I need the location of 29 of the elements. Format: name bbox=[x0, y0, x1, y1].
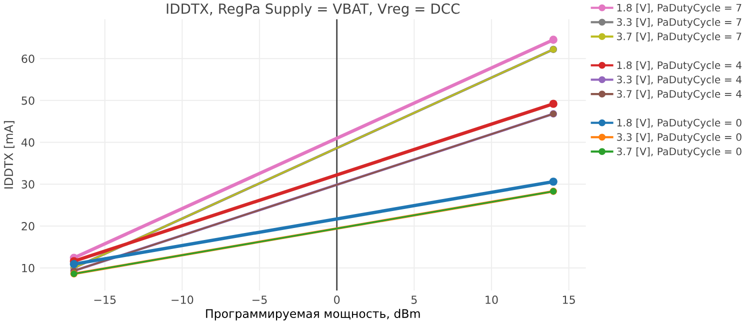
y-tick-label: 50 bbox=[22, 96, 34, 105]
chart-title: IDDTX, RegPa Supply = VBAT, Vreg = DCC bbox=[166, 3, 460, 17]
x-tick-label: 10 bbox=[486, 296, 498, 304]
x-tick-label: −15 bbox=[94, 296, 116, 304]
legend-label: 3.7 [V], PaDutyCycle = 0 bbox=[617, 147, 742, 158]
x-tick-label: −10 bbox=[172, 296, 194, 304]
point bbox=[549, 36, 558, 44]
x-tick-label: 0 bbox=[334, 296, 340, 304]
x-tick-label: −5 bbox=[252, 296, 267, 304]
point bbox=[70, 260, 78, 268]
y-tick-label: 10 bbox=[22, 264, 34, 272]
legend-label: 3.3 [V], PaDutyCycle = 4 bbox=[617, 76, 742, 86]
x-axis-title: Программируемая мощность, dBm bbox=[206, 308, 420, 320]
legend-label: 3.7 [V], PaDutyCycle = 7 bbox=[617, 32, 742, 42]
legend-label: 1.8 [V], PaDutyCycle = 7 bbox=[617, 4, 742, 14]
legend-label: 3.3 [V], PaDutyCycle = 0 bbox=[617, 133, 742, 143]
point bbox=[549, 100, 558, 108]
y-tick-label: 30 bbox=[22, 180, 34, 189]
y-tick-label: 20 bbox=[22, 222, 34, 230]
y-tick-label: 60 bbox=[22, 54, 34, 63]
x-tick-label: 5 bbox=[411, 296, 417, 304]
point bbox=[549, 178, 558, 186]
y-axis-title: IDDTX [mA] bbox=[4, 121, 14, 188]
x-tick-label: 15 bbox=[562, 296, 575, 304]
legend-label: 1.8 [V], PaDutyCycle = 4 bbox=[617, 61, 742, 71]
y-tick-label: 40 bbox=[21, 138, 34, 147]
legend-label: 3.3 [V], PaDutyCycle = 7 bbox=[617, 18, 742, 28]
legend-label: 1.8 [V], PaDutyCycle = 0 bbox=[617, 118, 742, 128]
legend-label: 3.7 [V], PaDutyCycle = 4 bbox=[617, 90, 742, 100]
